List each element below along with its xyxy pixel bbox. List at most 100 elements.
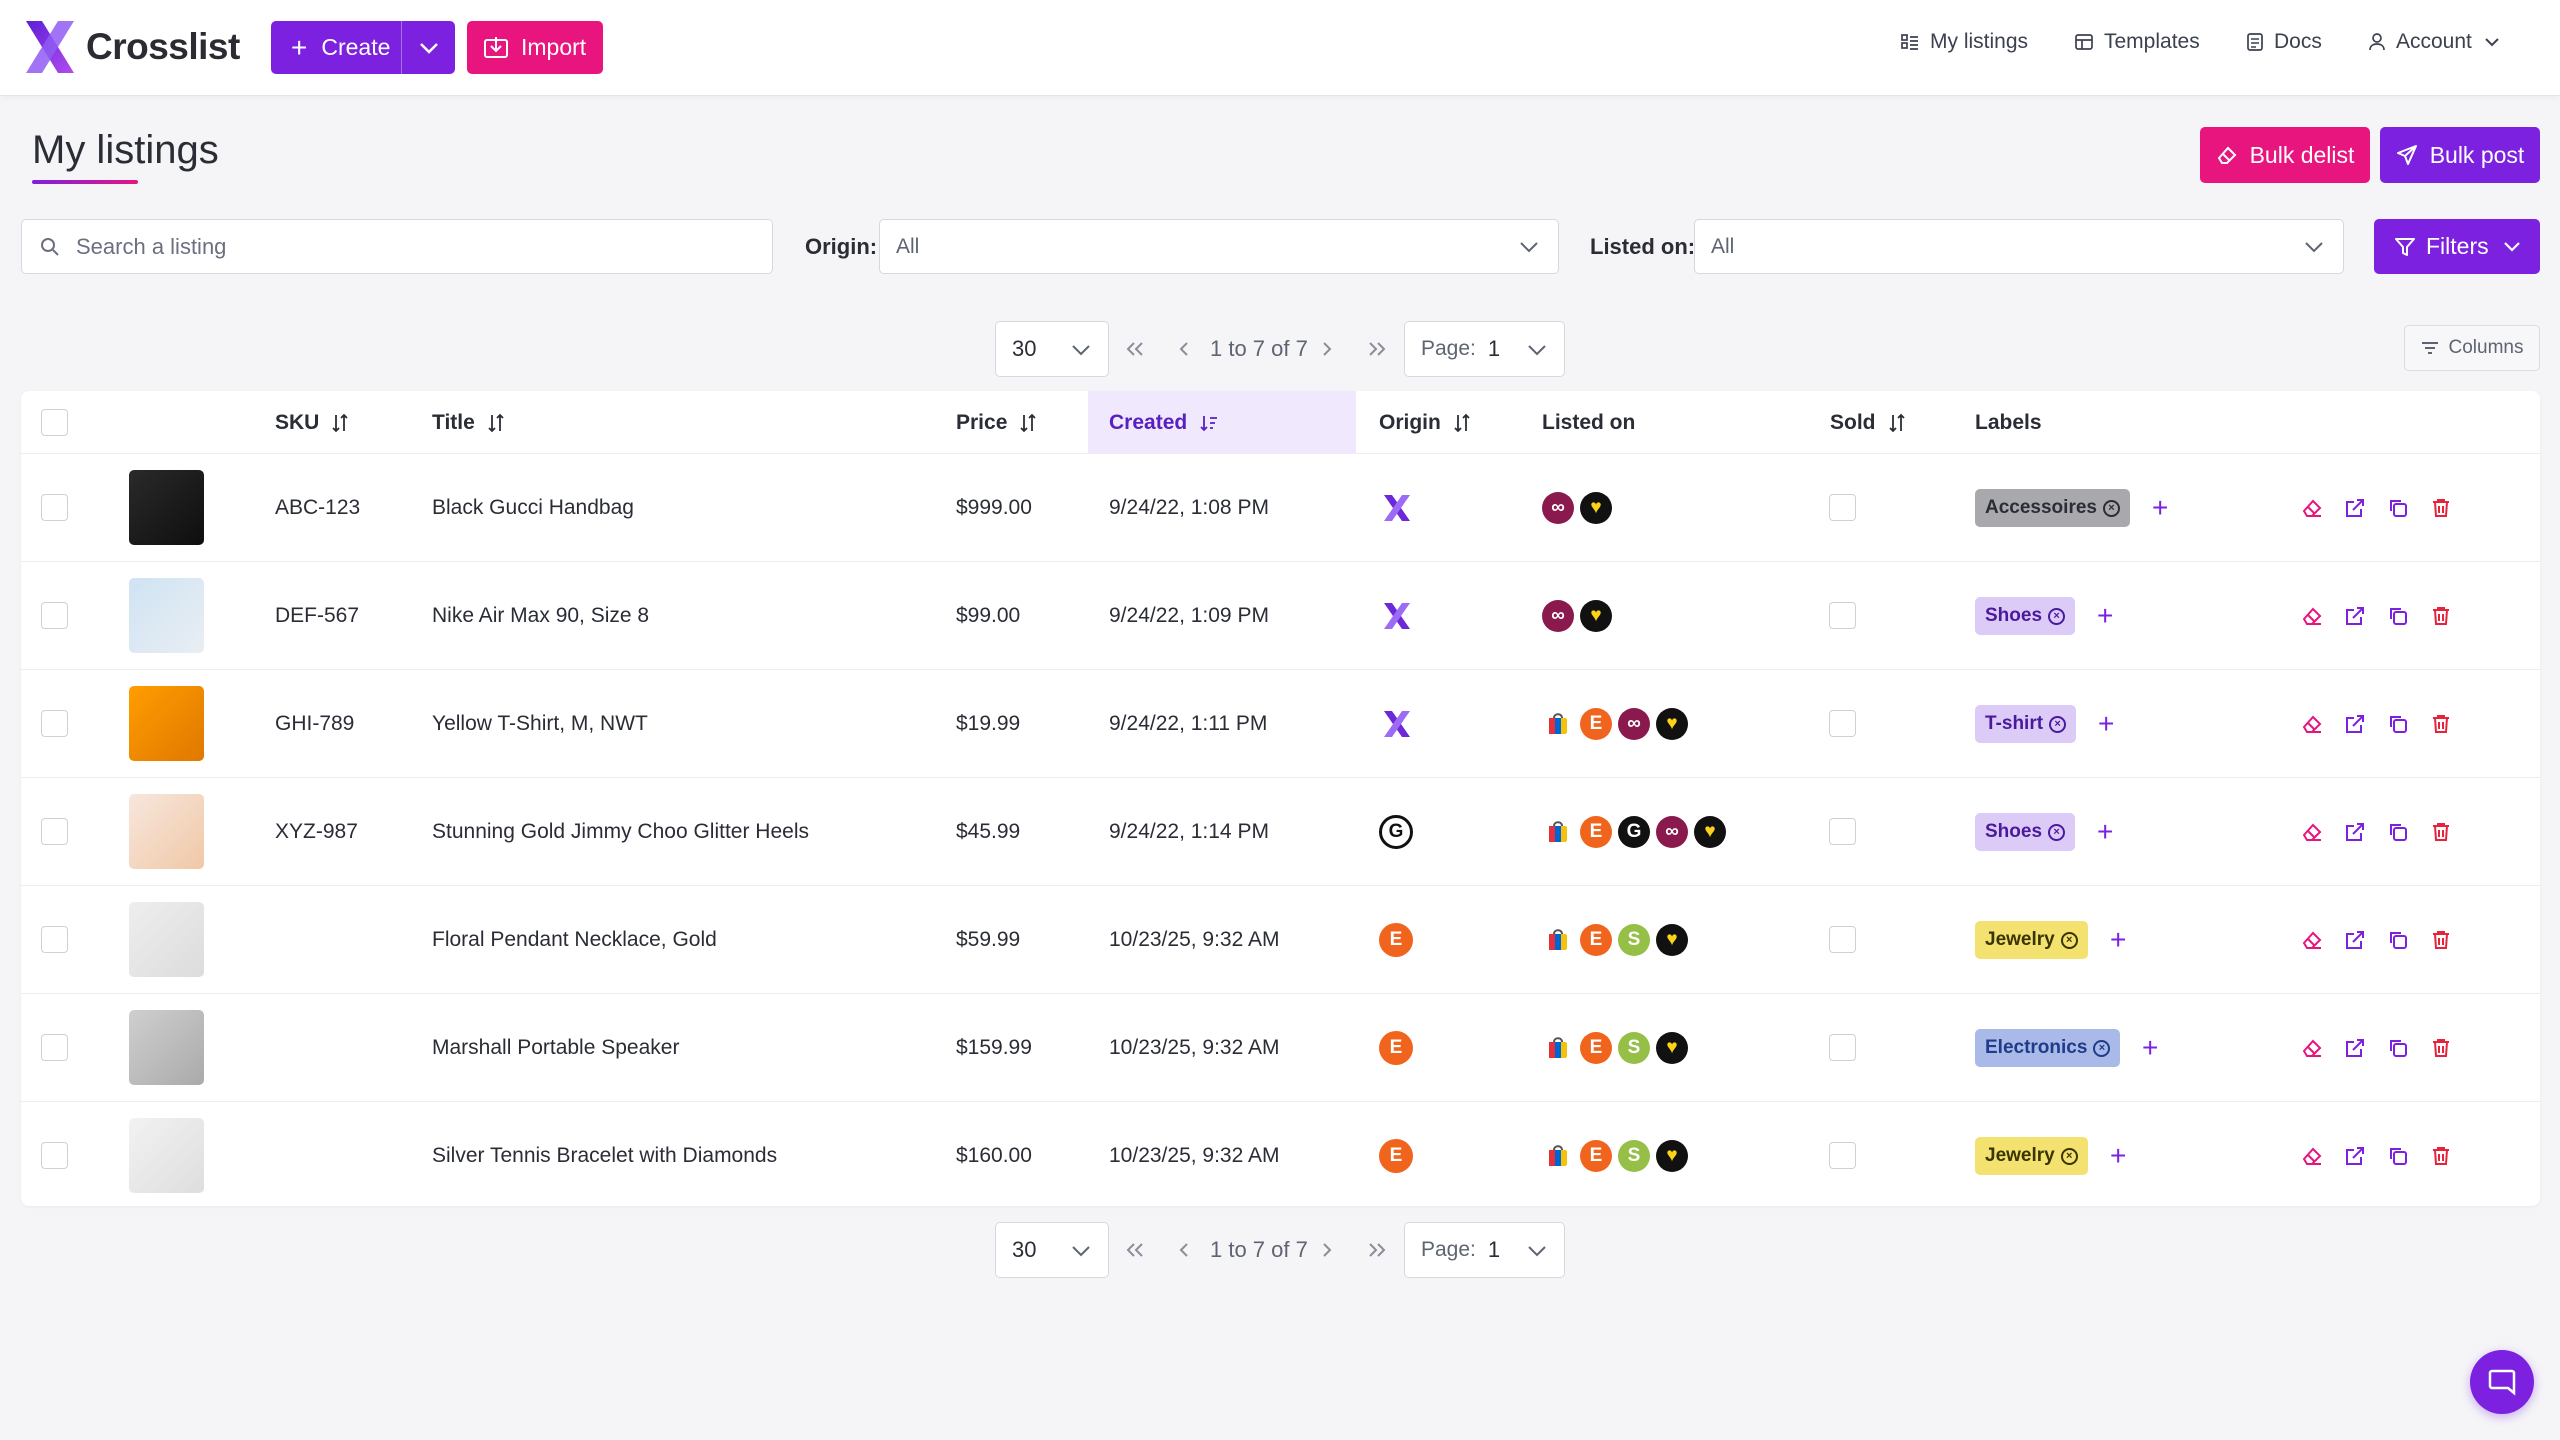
open-listing-button[interactable] <box>2344 1142 2387 1170</box>
sold-checkbox[interactable] <box>1829 926 1856 953</box>
open-listing-button[interactable] <box>2344 818 2387 846</box>
select-all-checkbox[interactable] <box>41 409 68 436</box>
row-checkbox[interactable] <box>41 926 68 953</box>
label-badge[interactable]: Shoes × <box>1975 813 2076 851</box>
open-listing-button[interactable] <box>2344 1034 2387 1062</box>
delete-button[interactable] <box>2430 1142 2473 1170</box>
row-checkbox[interactable] <box>41 710 68 737</box>
listed-on-select[interactable]: All <box>1694 219 2344 274</box>
remove-label-icon[interactable]: × <box>2060 931 2078 949</box>
next-page-button[interactable] <box>1320 1222 1334 1278</box>
duplicate-button[interactable] <box>2387 710 2430 738</box>
delist-button[interactable] <box>2301 710 2344 738</box>
title-cell[interactable]: Stunning Gold Jimmy Choo Glitter Heels <box>432 820 809 843</box>
bulk-post-button[interactable]: Bulk post <box>2380 127 2540 183</box>
nav-docs[interactable]: Docs <box>2246 30 2322 54</box>
page-number-select[interactable]: Page: 1 <box>1404 321 1565 377</box>
delist-button[interactable] <box>2301 818 2344 846</box>
add-label-button[interactable]: + <box>2097 816 2114 847</box>
delist-button[interactable] <box>2301 1142 2344 1170</box>
delete-button[interactable] <box>2430 926 2473 954</box>
label-badge[interactable]: Accessoires × <box>1975 489 2130 527</box>
first-page-button[interactable] <box>1124 1222 1146 1278</box>
header-title[interactable]: Title <box>432 391 505 454</box>
sold-checkbox[interactable] <box>1829 1142 1856 1169</box>
prev-page-button[interactable] <box>1177 1222 1191 1278</box>
label-badge[interactable]: Jewelry × <box>1975 1137 2088 1175</box>
label-badge[interactable]: T-shirt × <box>1975 705 2077 743</box>
table-row[interactable]: GHI-789 Yellow T-Shirt, M, NWT $19.99 9/24/… <box>21 670 2540 778</box>
listing-thumbnail[interactable] <box>129 794 204 869</box>
listing-thumbnail[interactable] <box>129 578 204 653</box>
duplicate-button[interactable] <box>2387 602 2430 630</box>
add-label-button[interactable]: + <box>2152 492 2169 523</box>
title-cell[interactable]: Floral Pendant Necklace, Gold <box>432 928 717 951</box>
add-label-button[interactable]: + <box>2098 708 2115 739</box>
remove-label-icon[interactable]: × <box>2048 823 2066 841</box>
crosslist-logo[interactable]: Crosslist <box>20 14 240 80</box>
sold-checkbox[interactable] <box>1829 1034 1856 1061</box>
prev-page-button[interactable] <box>1177 321 1191 377</box>
delist-button[interactable] <box>2301 602 2344 630</box>
header-origin[interactable]: Origin <box>1379 391 1471 454</box>
table-row[interactable]: Marshall Portable Speaker $159.99 10/23/25… <box>21 994 2540 1102</box>
table-row[interactable]: ABC-123 Black Gucci Handbag $999.00 9/24/22… <box>21 454 2540 562</box>
search-box[interactable] <box>21 219 773 274</box>
duplicate-button[interactable] <box>2387 494 2430 522</box>
listing-thumbnail[interactable] <box>129 1118 204 1193</box>
table-row[interactable]: Floral Pendant Necklace, Gold $59.99 10/23… <box>21 886 2540 994</box>
filters-button[interactable]: Filters <box>2374 219 2540 274</box>
label-badge[interactable]: Jewelry × <box>1975 921 2088 959</box>
page-size-select[interactable]: 30 <box>995 1222 1109 1278</box>
listing-thumbnail[interactable] <box>129 686 204 761</box>
listing-thumbnail[interactable] <box>129 1010 204 1085</box>
title-cell[interactable]: Silver Tennis Bracelet with Diamonds <box>432 1144 778 1167</box>
title-cell[interactable]: Marshall Portable Speaker <box>432 1036 680 1059</box>
origin-select[interactable]: All <box>879 219 1559 274</box>
title-cell[interactable]: Yellow T-Shirt, M, NWT <box>432 712 648 735</box>
bulk-delist-button[interactable]: Bulk delist <box>2200 127 2370 183</box>
table-row[interactable]: XYZ-987 Stunning Gold Jimmy Choo Glitter … <box>21 778 2540 886</box>
open-listing-button[interactable] <box>2344 926 2387 954</box>
listing-thumbnail[interactable] <box>129 470 204 545</box>
table-row[interactable]: DEF-567 Nike Air Max 90, Size 8 $99.00 9/24… <box>21 562 2540 670</box>
duplicate-button[interactable] <box>2387 1034 2430 1062</box>
title-cell[interactable]: Black Gucci Handbag <box>432 496 634 519</box>
chat-launcher-button[interactable] <box>2470 1350 2534 1414</box>
row-checkbox[interactable] <box>41 602 68 629</box>
create-button[interactable]: + Create <box>271 21 455 74</box>
row-checkbox[interactable] <box>41 1142 68 1169</box>
header-sold[interactable]: Sold <box>1830 391 1906 454</box>
remove-label-icon[interactable]: × <box>2093 1039 2111 1057</box>
listing-thumbnail[interactable] <box>129 902 204 977</box>
sold-checkbox[interactable] <box>1829 818 1856 845</box>
open-listing-button[interactable] <box>2344 494 2387 522</box>
sold-checkbox[interactable] <box>1829 710 1856 737</box>
delist-button[interactable] <box>2301 494 2344 522</box>
duplicate-button[interactable] <box>2387 1142 2430 1170</box>
add-label-button[interactable]: + <box>2097 600 2114 631</box>
last-page-button[interactable] <box>1366 321 1388 377</box>
label-badge[interactable]: Shoes × <box>1975 597 2076 635</box>
delete-button[interactable] <box>2430 818 2473 846</box>
remove-label-icon[interactable]: × <box>2049 715 2067 733</box>
remove-label-icon[interactable]: × <box>2048 607 2066 625</box>
add-label-button[interactable]: + <box>2110 924 2127 955</box>
delist-button[interactable] <box>2301 1034 2344 1062</box>
import-button[interactable]: Import <box>467 21 603 74</box>
label-badge[interactable]: Electronics × <box>1975 1029 2121 1067</box>
delete-button[interactable] <box>2430 710 2473 738</box>
search-input[interactable] <box>76 233 726 260</box>
header-created[interactable]: Created <box>1088 391 1356 454</box>
remove-label-icon[interactable]: × <box>2102 499 2120 517</box>
remove-label-icon[interactable]: × <box>2060 1147 2078 1165</box>
open-listing-button[interactable] <box>2344 602 2387 630</box>
duplicate-button[interactable] <box>2387 818 2430 846</box>
table-row[interactable]: Silver Tennis Bracelet with Diamonds $160… <box>21 1102 2540 1210</box>
row-checkbox[interactable] <box>41 818 68 845</box>
delete-button[interactable] <box>2430 602 2473 630</box>
delete-button[interactable] <box>2430 1034 2473 1062</box>
nav-my-listings[interactable]: My listings <box>1900 30 2028 54</box>
delist-button[interactable] <box>2301 926 2344 954</box>
header-sku[interactable]: SKU <box>275 391 349 454</box>
